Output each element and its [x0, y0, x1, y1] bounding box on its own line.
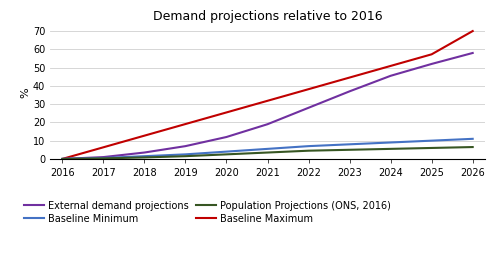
External demand projections	[60, 157, 66, 161]
Legend: External demand projections, Baseline Minimum, Population Projections (ONS, 2016: External demand projections, Baseline Mi…	[24, 201, 390, 224]
Population Projections (ONS, 2016)	[264, 151, 270, 154]
Line: Population Projections (ONS, 2016): Population Projections (ONS, 2016)	[62, 147, 472, 159]
Population Projections (ONS, 2016)	[428, 146, 434, 150]
Baseline Maximum	[142, 134, 148, 137]
Baseline Maximum	[60, 157, 66, 161]
External demand projections	[142, 151, 148, 154]
Y-axis label: %: %	[20, 88, 30, 98]
Baseline Minimum	[428, 139, 434, 142]
External demand projections	[224, 135, 230, 139]
External demand projections	[182, 144, 188, 148]
Title: Demand projections relative to 2016: Demand projections relative to 2016	[152, 10, 382, 24]
External demand projections	[346, 90, 352, 93]
Population Projections (ONS, 2016)	[60, 157, 66, 161]
Population Projections (ONS, 2016)	[142, 156, 148, 159]
Line: Baseline Maximum: Baseline Maximum	[62, 31, 472, 159]
Baseline Maximum	[306, 87, 312, 91]
Baseline Minimum	[224, 150, 230, 153]
External demand projections	[388, 74, 394, 78]
Baseline Minimum	[306, 144, 312, 148]
Baseline Minimum	[346, 143, 352, 146]
Baseline Maximum	[182, 122, 188, 126]
Baseline Maximum	[470, 29, 476, 33]
Population Projections (ONS, 2016)	[388, 147, 394, 150]
Baseline Minimum	[470, 137, 476, 141]
Baseline Minimum	[60, 157, 66, 161]
Population Projections (ONS, 2016)	[306, 149, 312, 152]
Population Projections (ONS, 2016)	[346, 148, 352, 152]
Baseline Minimum	[142, 155, 148, 158]
Population Projections (ONS, 2016)	[470, 145, 476, 149]
Baseline Maximum	[100, 146, 106, 149]
Baseline Minimum	[182, 153, 188, 156]
Baseline Maximum	[264, 99, 270, 102]
Line: External demand projections: External demand projections	[62, 53, 472, 159]
Baseline Minimum	[100, 156, 106, 160]
Baseline Minimum	[264, 147, 270, 150]
Baseline Maximum	[388, 64, 394, 68]
External demand projections	[428, 62, 434, 65]
External demand projections	[306, 106, 312, 109]
Population Projections (ONS, 2016)	[100, 157, 106, 160]
External demand projections	[100, 155, 106, 159]
Baseline Maximum	[428, 53, 434, 56]
Line: Baseline Minimum: Baseline Minimum	[62, 139, 472, 159]
Baseline Maximum	[346, 76, 352, 79]
Population Projections (ONS, 2016)	[182, 155, 188, 158]
External demand projections	[470, 51, 476, 55]
External demand projections	[264, 122, 270, 126]
Baseline Maximum	[224, 111, 230, 114]
Baseline Minimum	[388, 141, 394, 144]
Population Projections (ONS, 2016)	[224, 153, 230, 156]
